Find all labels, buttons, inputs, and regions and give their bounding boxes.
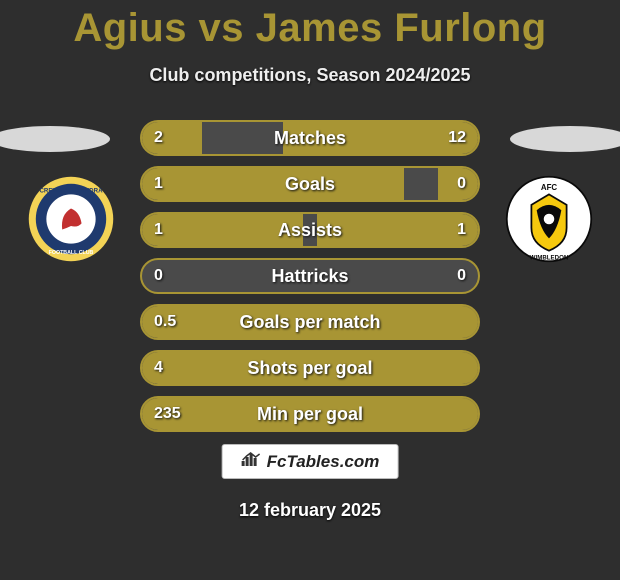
stat-row: 00Hattricks [140,258,480,294]
club-crest-right: AFC WIMBLEDON [505,175,593,263]
stat-row: 4Shots per goal [140,350,480,386]
brand-badge: FcTables.com [222,444,399,479]
stat-label: Shots per goal [142,352,478,384]
stat-row: 212Matches [140,120,480,156]
stat-label: Hattricks [142,260,478,292]
stat-label: Goals per match [142,306,478,338]
stat-row: 11Assists [140,212,480,248]
svg-text:AFC: AFC [541,183,558,192]
stat-row: 235Min per goal [140,396,480,432]
svg-text:CREWE ALEXANDRA: CREWE ALEXANDRA [39,188,103,195]
player-slot-left [0,126,110,152]
stat-row: 0.5Goals per match [140,304,480,340]
stat-label: Min per goal [142,398,478,430]
stat-row: 10Goals [140,166,480,202]
subtitle: Club competitions, Season 2024/2025 [0,65,620,86]
svg-text:WIMBLEDON: WIMBLEDON [530,254,569,261]
stat-label: Goals [142,168,478,200]
svg-text:FOOTBALL CLUB: FOOTBALL CLUB [49,250,94,256]
page-title: Agius vs James Furlong [0,0,620,51]
stat-label: Matches [142,122,478,154]
stats-container: 212Matches 10Goals 11Assists 00Hattricks 0.5… [140,120,480,442]
player-slot-right [510,126,620,152]
stat-label: Assists [142,214,478,246]
club-crest-left: CREWE ALEXANDRA FOOTBALL CLUB [27,175,115,263]
date-label: 12 february 2025 [0,500,620,521]
brand-text: FcTables.com [267,452,380,472]
chart-icon [241,451,261,472]
